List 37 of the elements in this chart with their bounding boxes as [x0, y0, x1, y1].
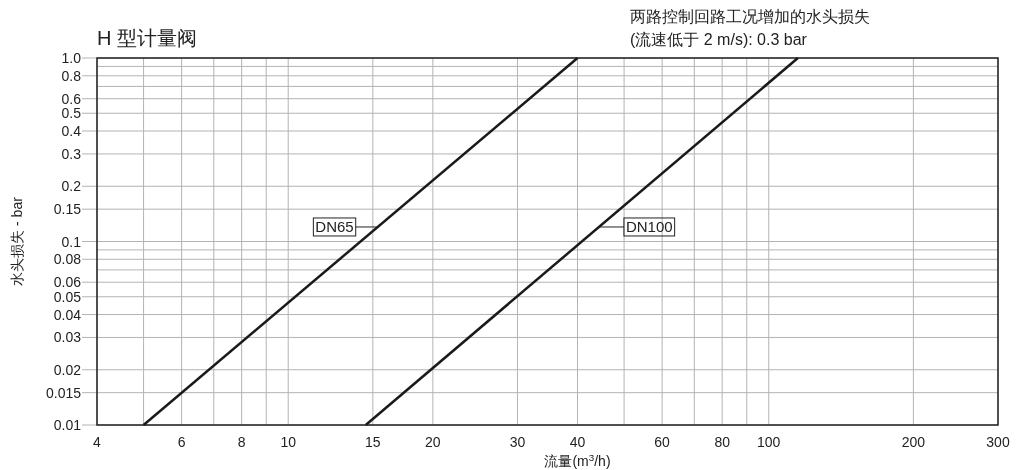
y-tick-label: 0.015	[45, 384, 82, 401]
x-tick-label: 40	[569, 434, 586, 450]
y-tick-label: 0.4	[61, 123, 82, 140]
legend-label: DN100	[625, 217, 673, 235]
x-tick-label: 15	[365, 434, 381, 450]
x-tick-label: 200	[901, 434, 926, 450]
y-tick-label: 0.5	[61, 105, 82, 122]
y-tick-label: 0.15	[53, 201, 82, 218]
x-tick-label: 6	[177, 434, 186, 450]
y-tick-label: 0.08	[53, 251, 82, 268]
x-tick-label: 10	[280, 434, 297, 450]
y-tick-label: 0.8	[61, 67, 82, 84]
series-label: DN65	[315, 217, 354, 235]
x-tick-label: 4	[93, 434, 102, 450]
y-tick-label: 0.01	[53, 417, 82, 433]
y-tick-label: 0.02	[53, 361, 82, 378]
x-tick-label: 30	[509, 434, 526, 450]
text: 两路控制回路工况增加的水头损失	[630, 8, 870, 25]
x-tick-label: 80	[714, 434, 731, 450]
x-tick-label: 300	[986, 434, 1010, 450]
x-tick-label: 100	[757, 434, 781, 450]
y-tick-label: 0.1	[61, 233, 82, 250]
y-tick-label: 0.03	[53, 329, 82, 346]
y-tick-label: 0.06	[53, 274, 82, 291]
y-tick-label: 1.0	[61, 50, 82, 66]
x-axis-title: 流量(m$^{3}$/h)	[544, 451, 611, 469]
y-axis-title: 水头损失 - bar	[9, 196, 25, 286]
x-tick-label: 20	[425, 434, 441, 450]
y-tick-label: 0.6	[61, 90, 82, 107]
y-tick-label: 0.04	[53, 306, 82, 323]
chart-title: H 型计量阀	[97, 27, 197, 49]
text: (流速低于 2 m/s): 0.3 bar	[630, 31, 808, 48]
y-tick-label: 0.2	[61, 178, 82, 195]
y-tick-label: 0.3	[61, 145, 82, 162]
x-tick-label: 8	[237, 434, 246, 450]
x-tick-label: 60	[654, 434, 671, 450]
y-tick-label: 0.05	[53, 288, 82, 305]
